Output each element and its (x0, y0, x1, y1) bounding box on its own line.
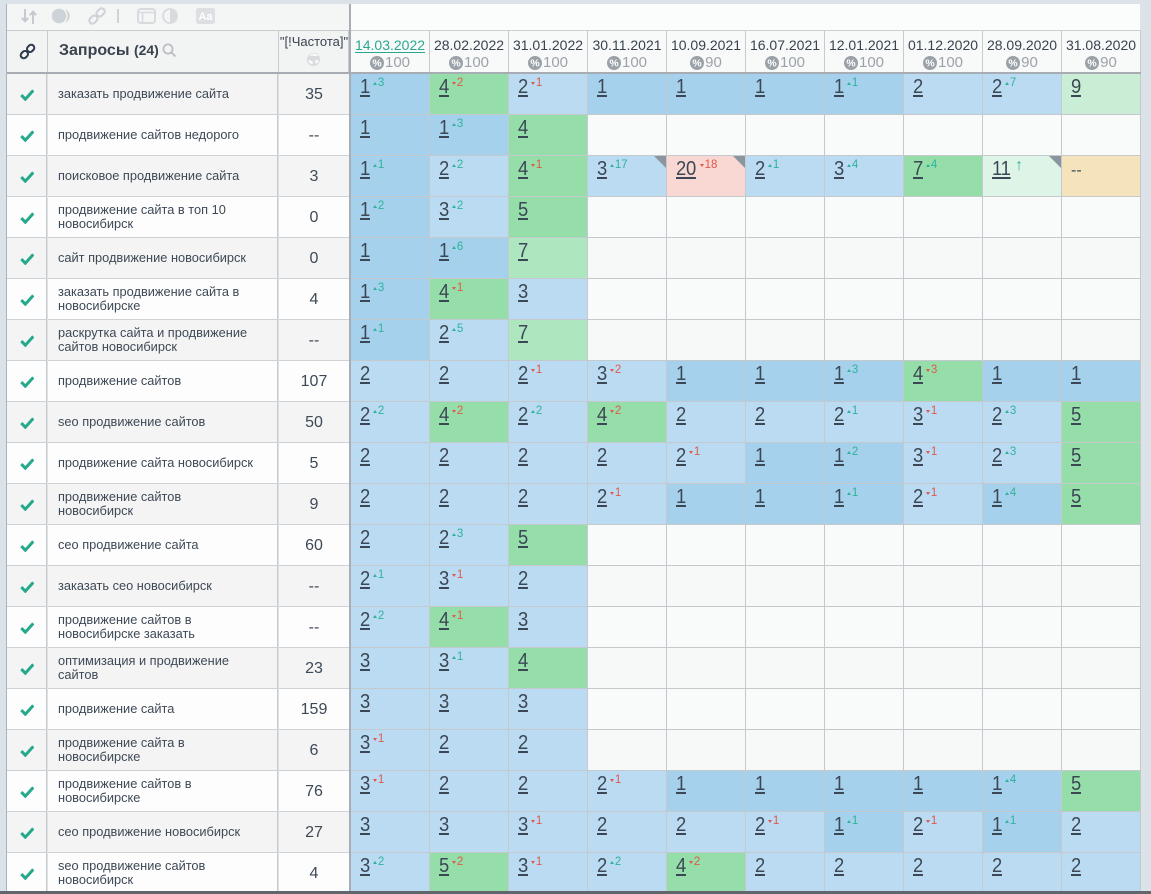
svg-text:%: % (925, 57, 935, 69)
svg-text:%: % (530, 57, 540, 69)
svg-text:%: % (372, 57, 382, 69)
svg-text:Aa: Aa (198, 11, 213, 23)
svg-text:%: % (692, 57, 702, 69)
svg-text:%: % (1008, 57, 1018, 69)
svg-text:%: % (1087, 57, 1097, 69)
svg-text:%: % (767, 57, 777, 69)
svg-text:%: % (609, 57, 619, 69)
svg-text:%: % (846, 57, 856, 69)
svg-text:%: % (451, 57, 461, 69)
